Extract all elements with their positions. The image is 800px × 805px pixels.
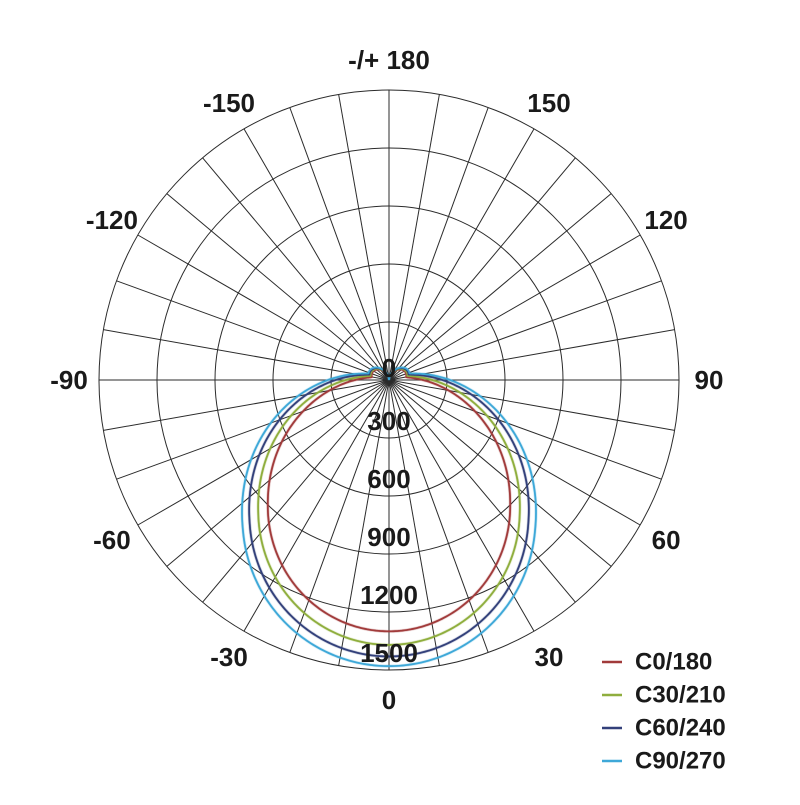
svg-text:0: 0 — [382, 685, 396, 715]
svg-text:-/+ 180: -/+ 180 — [348, 45, 430, 75]
svg-text:1500: 1500 — [360, 638, 418, 668]
svg-text:120: 120 — [644, 205, 687, 235]
svg-text:60: 60 — [652, 525, 681, 555]
svg-text:C60/240: C60/240 — [635, 715, 726, 742]
svg-text:1200: 1200 — [360, 580, 418, 610]
svg-text:-90: -90 — [50, 365, 88, 395]
svg-text:150: 150 — [527, 88, 570, 118]
svg-text:900: 900 — [367, 522, 410, 552]
svg-text:0: 0 — [382, 353, 396, 383]
svg-text:-30: -30 — [210, 642, 248, 672]
svg-text:30: 30 — [535, 642, 564, 672]
svg-text:600: 600 — [367, 464, 410, 494]
svg-text:C90/270: C90/270 — [635, 748, 726, 775]
svg-text:-60: -60 — [93, 525, 131, 555]
svg-text:C30/210: C30/210 — [635, 682, 726, 709]
svg-text:300: 300 — [367, 406, 410, 436]
svg-text:-120: -120 — [86, 205, 138, 235]
svg-text:-150: -150 — [203, 88, 255, 118]
svg-text:C0/180: C0/180 — [635, 649, 712, 676]
svg-text:90: 90 — [695, 365, 724, 395]
